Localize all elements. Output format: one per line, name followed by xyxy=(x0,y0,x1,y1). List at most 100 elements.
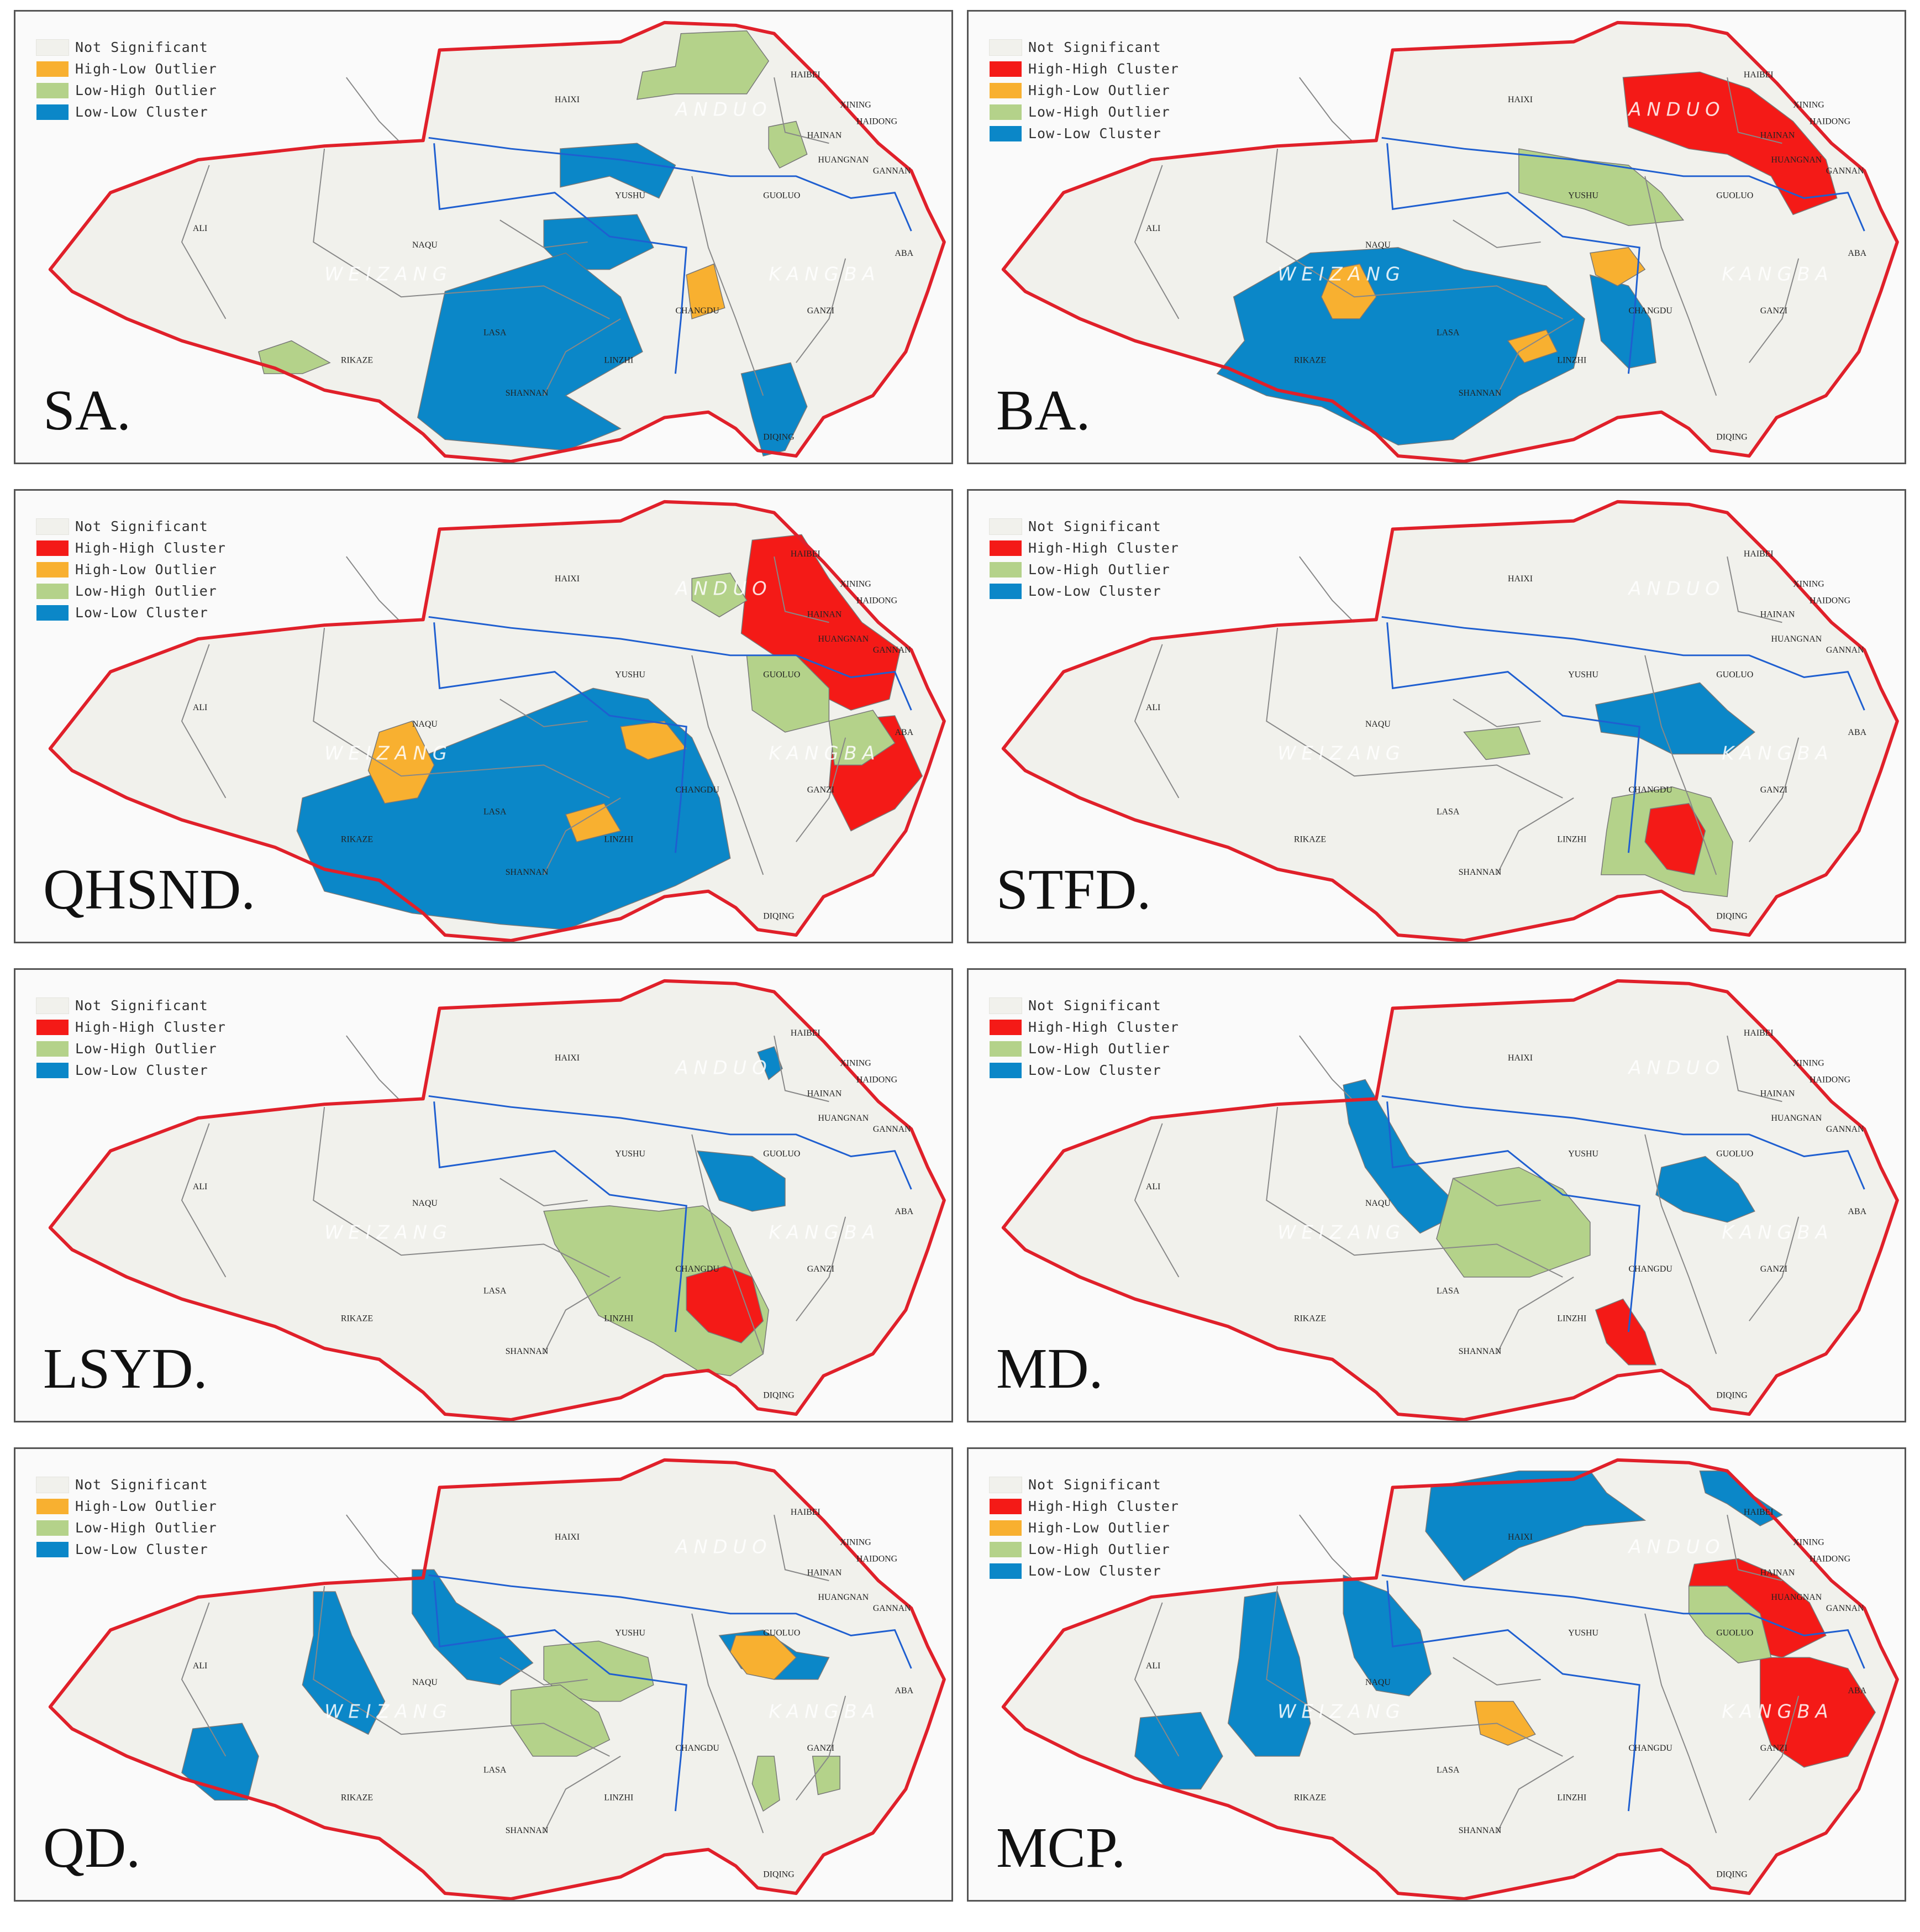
legend-swatch xyxy=(990,1019,1022,1035)
province-boundary xyxy=(1386,622,1640,853)
legend-swatch xyxy=(36,518,69,535)
legend-item: Not Significant xyxy=(989,995,1179,1016)
place-label: GANNAN xyxy=(873,645,911,655)
region-high-high-cluster xyxy=(686,1266,764,1343)
county-boundary xyxy=(796,1216,846,1321)
region-low-low-cluster xyxy=(412,1569,534,1686)
region-label: WEIZANG xyxy=(1277,1221,1406,1243)
legend-label: Not Significant xyxy=(75,518,208,534)
plateau-outline xyxy=(1001,979,1899,1421)
legend-item: Not Significant xyxy=(36,995,226,1016)
county-boundary xyxy=(313,149,610,319)
county-boundary xyxy=(181,1123,227,1278)
region-low-high-outlier xyxy=(543,1640,654,1702)
place-label: ABA xyxy=(1848,1207,1867,1216)
region-label: WEIZANG xyxy=(324,263,453,285)
place-label: RIKAZE xyxy=(1294,834,1326,844)
county-boundary xyxy=(1496,1277,1574,1355)
place-label: XINING xyxy=(840,1538,871,1547)
legend-label: Low-High Outlier xyxy=(75,1520,217,1536)
place-label: HAINAN xyxy=(1760,1568,1795,1577)
place-label: HAIDONG xyxy=(1809,1075,1850,1085)
region-low-low-cluster xyxy=(302,1591,386,1735)
region-label: ANDUO xyxy=(1627,99,1725,120)
place-label: HAIXI xyxy=(1508,1532,1533,1542)
county-boundary xyxy=(181,1602,227,1757)
county-boundary xyxy=(1749,1216,1800,1321)
legend: Not Significant High-Low Outlier Low-High … xyxy=(36,36,217,123)
legend-item: Low-Low Cluster xyxy=(36,1539,217,1560)
region-label: ANDUO xyxy=(674,1057,772,1079)
place-label: HAINAN xyxy=(1760,1089,1795,1098)
county-boundary xyxy=(691,176,764,396)
legend-swatch xyxy=(36,1041,69,1057)
legend-item: Not Significant xyxy=(36,36,217,58)
legend: Not Significant High-High Cluster High-Low… xyxy=(989,1474,1179,1582)
panel-label: QD. xyxy=(43,1816,141,1880)
place-label: ALI xyxy=(193,1182,207,1191)
place-label: GANZI xyxy=(1760,1744,1787,1753)
county-boundary xyxy=(774,1514,829,1582)
place-label: HAIBEI xyxy=(1744,70,1774,80)
legend-swatch xyxy=(989,1476,1022,1493)
place-label: HAIBEI xyxy=(1744,549,1774,559)
place-label: GUOLUO xyxy=(1716,1149,1753,1159)
place-label: CHANGDU xyxy=(675,306,719,316)
place-label: NAQU xyxy=(1365,720,1391,729)
place-label: ALI xyxy=(1146,224,1160,233)
legend-swatch xyxy=(990,61,1022,77)
legend: Not Significant High-High Cluster Low-High… xyxy=(989,516,1179,602)
place-label: HAINAN xyxy=(807,610,842,619)
legend-label: Not Significant xyxy=(1028,1477,1161,1493)
province-boundary xyxy=(1386,143,1640,374)
place-label: DIQING xyxy=(1716,1870,1747,1879)
place-label: HAIDONG xyxy=(856,596,897,606)
region-high-low-outlier xyxy=(1507,329,1558,364)
region-label: KANGBA xyxy=(1722,742,1833,764)
region-label: ANDUO xyxy=(1627,1536,1725,1558)
region-low-high-outlier xyxy=(812,1756,840,1796)
region-high-high-cluster xyxy=(740,534,901,711)
province-boundary xyxy=(1386,1581,1640,1812)
map-canvas: ANDUO WEIZANG KANGBA HAIBEI XINING HAIDONG HAI… xyxy=(1001,500,1899,942)
legend-swatch xyxy=(990,1541,1022,1557)
legend-swatch xyxy=(36,540,69,556)
place-label: YUSHU xyxy=(1568,670,1598,680)
place-label: YUSHU xyxy=(1568,1629,1598,1638)
place-label: GUOLUO xyxy=(1716,191,1753,201)
map-panel-qd: ANDUO WEIZANG KANGBA HAIBEI XINING HAIDONG HAI… xyxy=(14,1447,953,1902)
province-boundary xyxy=(428,616,912,711)
region-low-low-cluster xyxy=(1595,682,1755,755)
legend-swatch xyxy=(990,540,1022,556)
plateau-outline xyxy=(48,20,946,463)
legend-item: Not Significant xyxy=(989,36,1179,58)
region-low-low-cluster xyxy=(1227,1591,1311,1757)
place-label: GANNAN xyxy=(873,1604,911,1613)
legend-label: High-High Cluster xyxy=(75,1019,226,1035)
place-label: RIKAZE xyxy=(341,355,373,365)
place-label: SHANNAN xyxy=(506,389,549,398)
place-label: LASA xyxy=(483,1766,507,1775)
legend-swatch xyxy=(990,583,1022,599)
region-high-low-outlier xyxy=(565,802,622,843)
map-canvas: ANDUO WEIZANG KANGBA HAIBEI XINING HAIDONG HAI… xyxy=(1001,979,1899,1421)
panel-label: SA. xyxy=(43,379,131,442)
legend-item: Low-Low Cluster xyxy=(990,580,1179,602)
place-label: CHANGDU xyxy=(1628,1744,1672,1753)
region-label: KANGBA xyxy=(1722,1221,1833,1243)
region-high-low-outlier xyxy=(367,721,435,804)
region-low-low-cluster xyxy=(1134,1712,1223,1790)
place-label: GANNAN xyxy=(1826,1604,1864,1613)
plateau-outline xyxy=(48,500,946,942)
map-canvas: ANDUO WEIZANG KANGBA HAIBEI XINING HAIDONG HAI… xyxy=(1001,20,1899,463)
place-label: ABA xyxy=(895,1686,914,1695)
province-boundary xyxy=(1381,1095,1865,1190)
legend-item: High-High Cluster xyxy=(36,537,226,559)
place-label: GUOLUO xyxy=(1716,670,1753,680)
legend-item: High-High Cluster xyxy=(990,1016,1179,1038)
place-label: LASA xyxy=(483,1287,507,1296)
county-boundary xyxy=(499,219,588,248)
place-label: ABA xyxy=(895,249,914,258)
legend-swatch xyxy=(36,1019,69,1035)
region-label: ANDUO xyxy=(674,578,772,600)
